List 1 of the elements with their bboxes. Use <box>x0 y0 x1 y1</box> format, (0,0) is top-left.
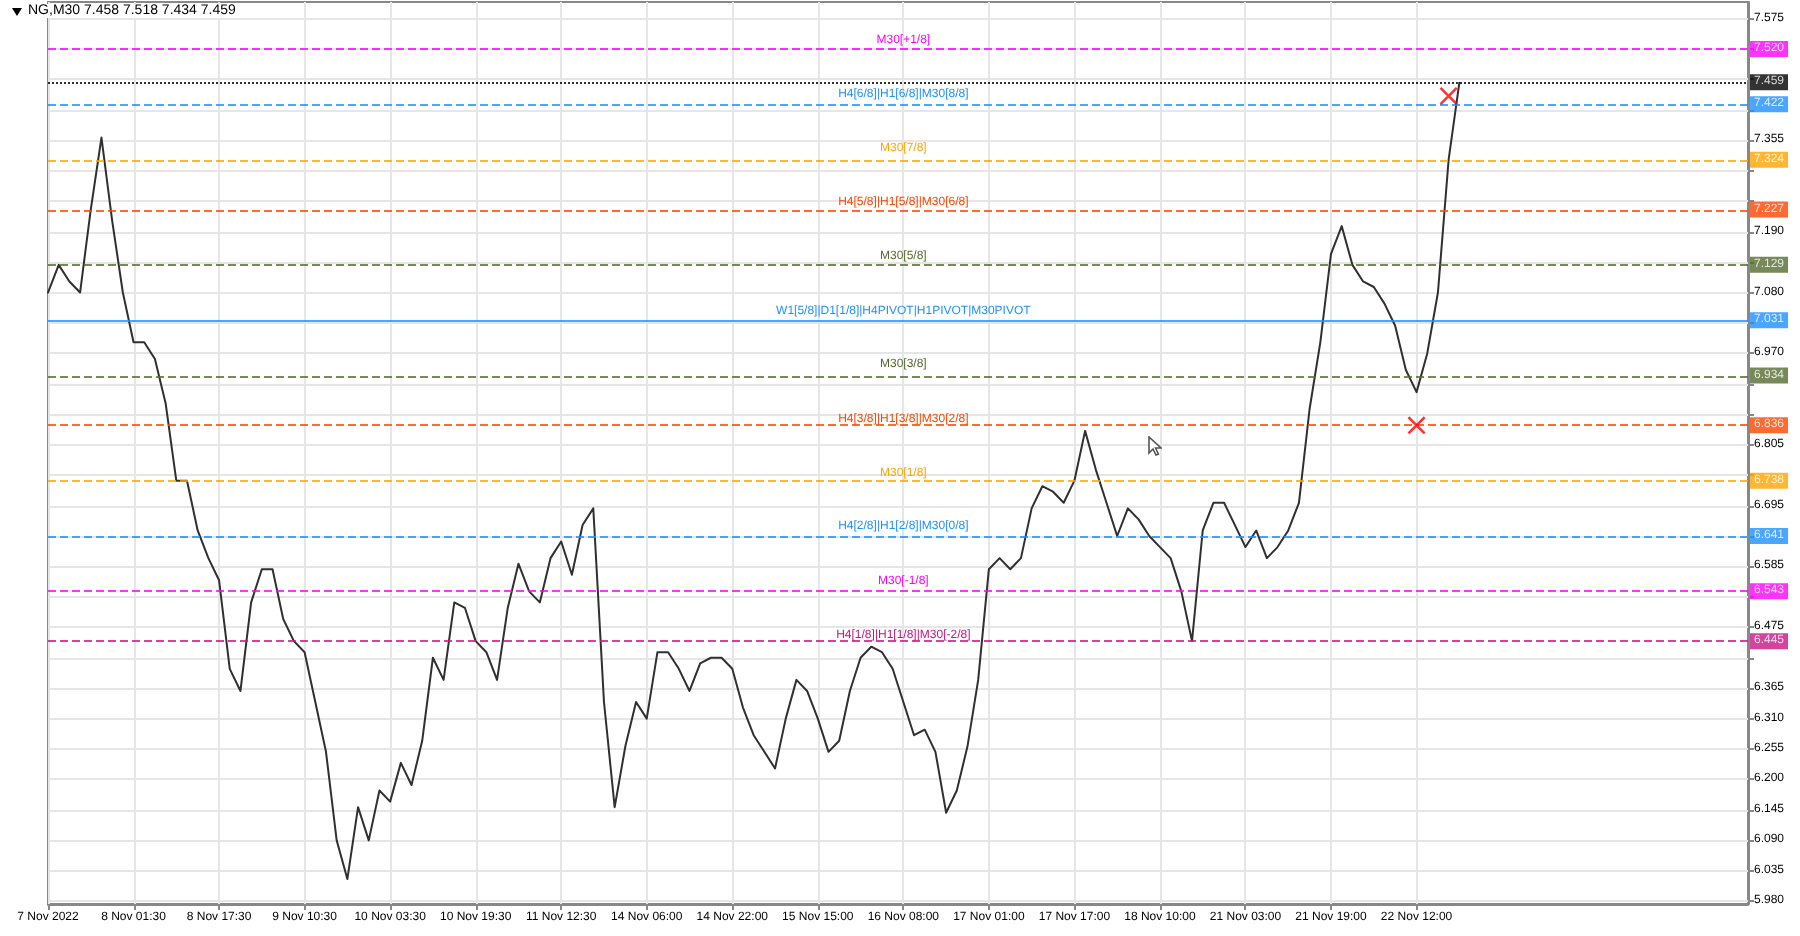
line-series <box>47 81 1461 881</box>
